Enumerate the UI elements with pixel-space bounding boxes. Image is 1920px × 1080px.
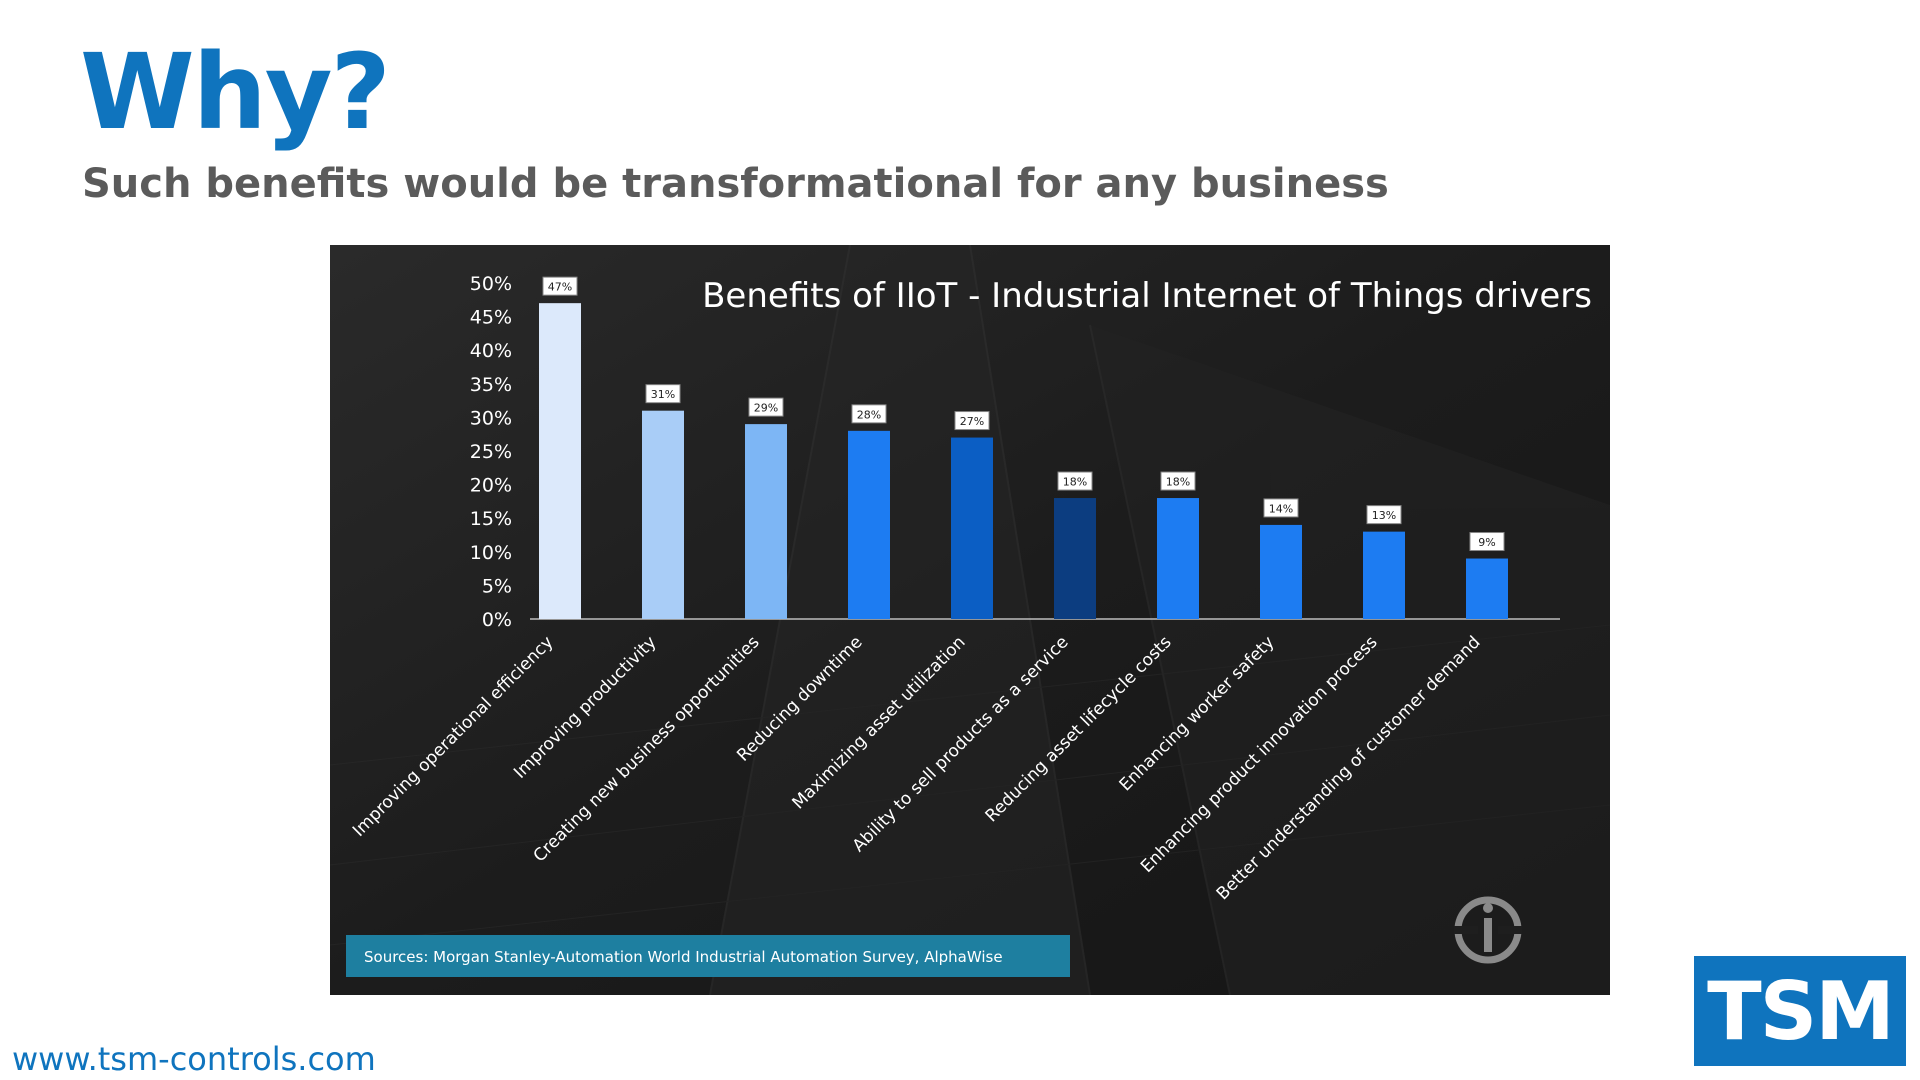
bar — [1466, 558, 1508, 619]
y-tick-label: 15% — [470, 508, 512, 530]
value-label-box — [748, 397, 784, 417]
value-label-box — [954, 411, 990, 431]
value-label: 13% — [1372, 509, 1396, 522]
y-tick-label: 0% — [482, 609, 512, 631]
value-label-box — [1057, 471, 1093, 491]
value-label-box — [1263, 498, 1299, 518]
chart-title: Benefits of IIoT - Industrial Internet o… — [702, 276, 1592, 316]
y-tick-label: 35% — [470, 374, 512, 396]
bar — [951, 437, 993, 619]
website-link[interactable]: www.tsm-controls.com — [12, 1040, 376, 1078]
value-label: 9% — [1478, 536, 1495, 549]
value-label: 29% — [754, 402, 778, 415]
value-label-box — [851, 404, 887, 424]
value-label-box — [1469, 532, 1505, 552]
y-tick-label: 25% — [470, 441, 512, 463]
source-text: Sources: Morgan Stanley-Automation World… — [364, 948, 1003, 966]
bars-group — [539, 303, 1508, 619]
slide-title: Why? — [80, 31, 391, 153]
y-axis-ticks: 0% 5% 10% 15% 20% 25% 30% 35% 40% 45% 50% — [470, 273, 512, 631]
bar — [848, 430, 890, 619]
value-label: 31% — [651, 388, 675, 401]
watermark-logo-icon — [1454, 896, 1522, 964]
value-label: 28% — [857, 408, 881, 421]
value-label: 47% — [548, 281, 572, 294]
y-tick-label: 45% — [470, 307, 512, 329]
y-tick-label: 20% — [470, 475, 512, 497]
source-bar — [346, 935, 1070, 977]
bar — [539, 303, 581, 619]
value-label: 18% — [1166, 476, 1190, 489]
y-tick-label: 5% — [482, 575, 512, 597]
chart-panel: Benefits of IIoT - Industrial Internet o… — [330, 245, 1610, 995]
bar-chart: Benefits of IIoT - Industrial Internet o… — [330, 245, 1610, 995]
value-label-box — [542, 276, 578, 296]
value-label-box — [1160, 471, 1196, 491]
bar — [1054, 498, 1096, 619]
y-tick-label: 50% — [470, 273, 512, 295]
bar — [1363, 531, 1405, 619]
y-tick-label: 30% — [470, 407, 512, 429]
y-tick-label: 10% — [470, 542, 512, 564]
bar — [642, 410, 684, 619]
value-label-box — [1366, 505, 1402, 525]
y-tick-label: 40% — [470, 340, 512, 362]
tsm-logo: TSM — [1694, 956, 1906, 1066]
logo-text: TSM — [1707, 964, 1895, 1058]
value-labels-group: 47% 31% 29% 28% 27% 18% 18% 14% 13% 9% — [542, 276, 1505, 552]
value-label: 14% — [1269, 502, 1293, 515]
background-buildings — [330, 245, 1610, 995]
bar — [745, 424, 787, 619]
value-label: 27% — [960, 415, 984, 428]
slide-subtitle: Such benefits would be transformational … — [82, 161, 1389, 207]
value-label: 18% — [1063, 476, 1087, 489]
value-label-box — [645, 384, 681, 404]
bar — [1260, 524, 1302, 619]
bar — [1157, 498, 1199, 619]
